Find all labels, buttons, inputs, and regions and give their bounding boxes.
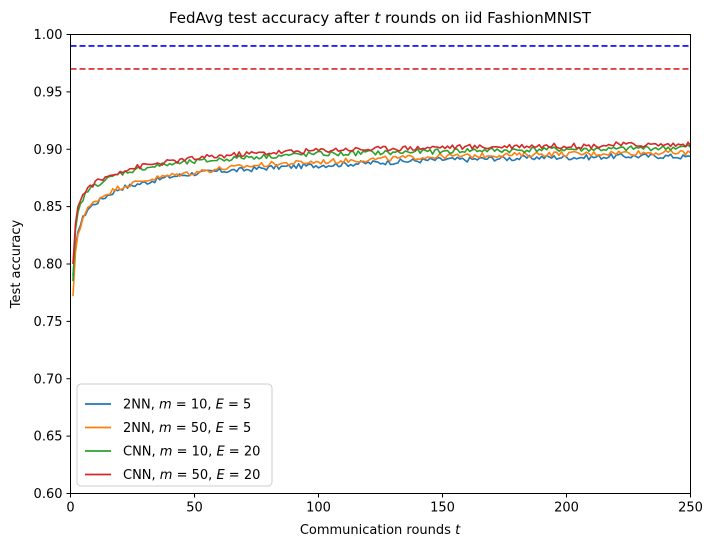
legend-label: 2NN, m = 10, E = 5 — [123, 398, 251, 413]
y-tick-label: 0.80 — [34, 258, 63, 273]
y-axis-label: Test accuracy — [9, 220, 24, 310]
legend: 2NN, m = 10, E = 5 2NN, m = 50, E = 5 CNN,… — [76, 383, 273, 487]
series-line-2 — [72, 149, 691, 297]
x-tick-label: 150 — [430, 501, 455, 516]
x-tick-label: 200 — [554, 501, 579, 516]
legend-label: CNN, m = 50, E = 20 — [123, 468, 260, 483]
reference-lines — [70, 45, 691, 70]
y-tick-label: 0.75 — [34, 315, 63, 330]
legend-box — [76, 383, 273, 487]
x-tick-label: 50 — [186, 501, 203, 516]
y-tick-label: 0.95 — [34, 85, 63, 100]
y-tick-label: 0.70 — [34, 372, 63, 387]
y-tick-label: 0.90 — [34, 143, 63, 158]
x-axis-label: Communication rounds t — [300, 523, 461, 538]
y-tick-label: 0.60 — [34, 487, 63, 502]
series-line-1 — [72, 152, 691, 276]
chart-title: FedAvg test accuracy after t rounds on i… — [169, 9, 592, 27]
legend-label: CNN, m = 10, E = 20 — [123, 445, 260, 460]
series-line-3 — [72, 144, 692, 282]
series-lines — [72, 141, 692, 297]
x-tick-label: 100 — [306, 501, 331, 516]
series-line-4 — [72, 141, 692, 265]
y-tick-label: 0.65 — [34, 430, 63, 445]
y-tick-label: 0.85 — [34, 200, 63, 215]
y-axis: 0.60 0.65 0.70 0.75 0.80 0.85 0.90 0.95 1.00 — [34, 28, 71, 502]
x-tick-label: 250 — [678, 501, 703, 516]
y-tick-label: 1.00 — [34, 28, 63, 43]
legend-label: 2NN, m = 50, E = 5 — [123, 421, 251, 436]
x-tick-label: 0 — [66, 501, 74, 516]
x-axis: 0 50 100 150 200 250 — [66, 493, 703, 516]
